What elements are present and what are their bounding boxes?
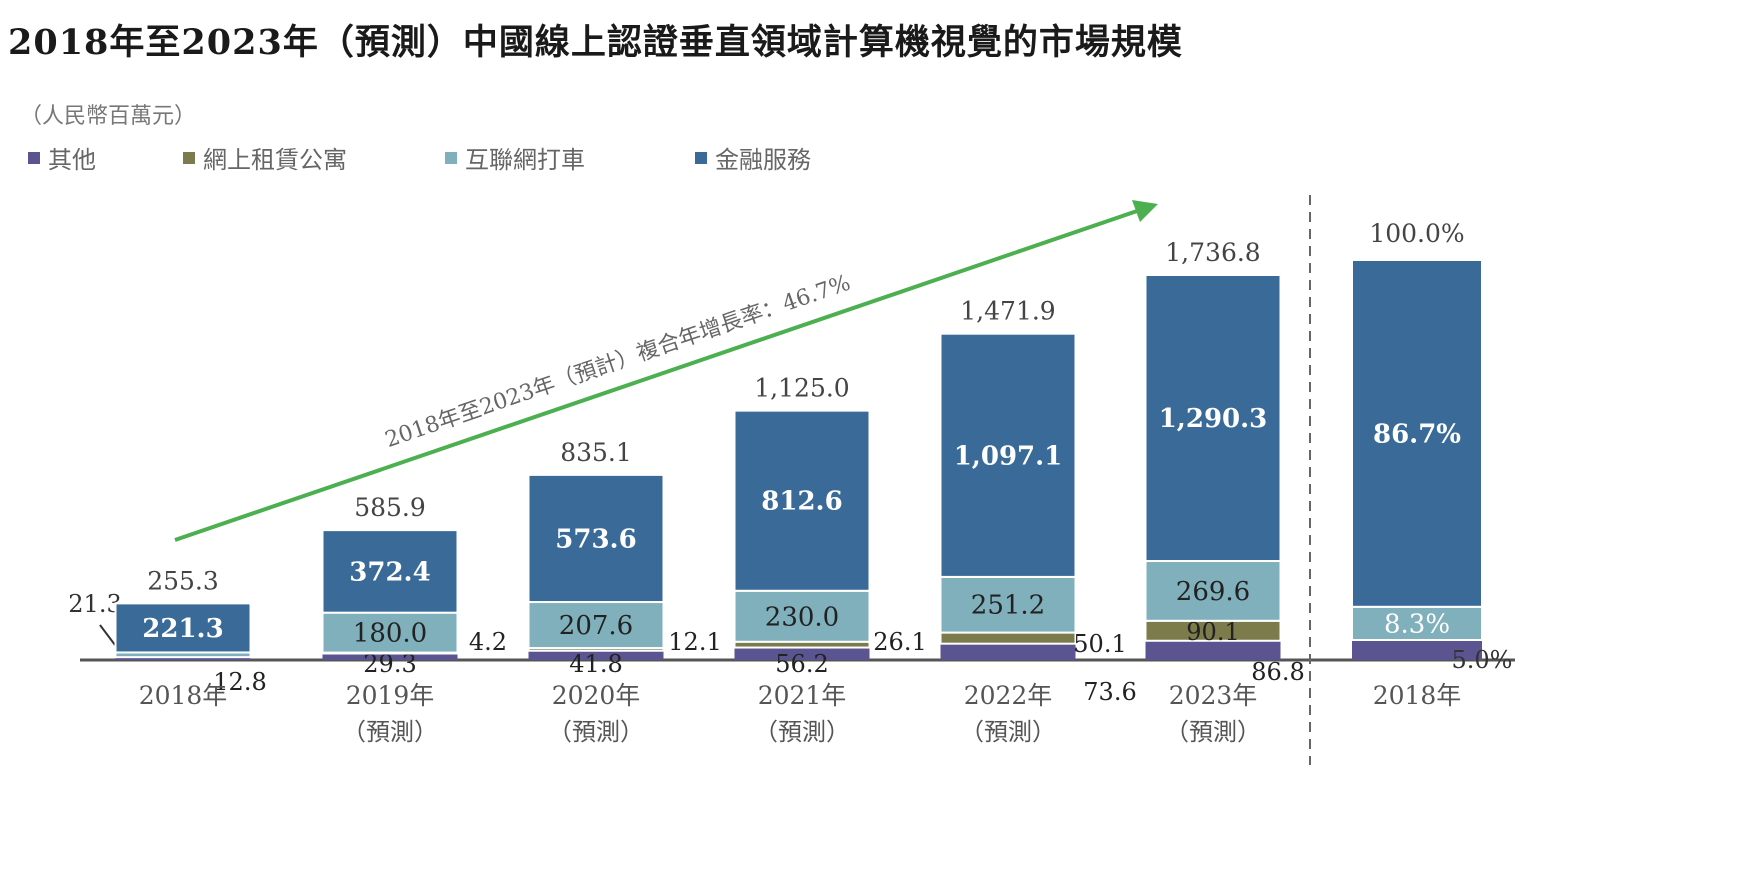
bar-segment-other <box>1145 640 1281 660</box>
x-tick-label: 2021年 <box>758 681 847 710</box>
data-label-finance: 1,290.3 <box>1159 404 1268 434</box>
x-tick-label: 2022年 <box>964 681 1053 710</box>
bar-segment-ride-hailing <box>1144 560 1282 622</box>
data-label-other: 12.8 <box>213 668 266 696</box>
bar-segment-finance <box>321 529 459 614</box>
data-label-finance: 372.4 <box>349 557 430 587</box>
bar-segment-other <box>734 647 870 660</box>
legend-item-ride-hailing: 互聯網打車 <box>445 140 695 175</box>
share-segment-finance <box>1351 259 1483 608</box>
bar-segment-finance <box>527 473 665 604</box>
x-tick-label: 2020年 <box>552 681 641 710</box>
data-label-finance: 812.6 <box>761 487 842 517</box>
data-label-rental: 12.1 <box>668 628 721 656</box>
share-label: 86.7% <box>1373 419 1461 449</box>
total-label: 585.9 <box>354 493 426 522</box>
chart-title: 2018年至2023年（預測）中國線上認證垂直領域計算機視覺的市場規模 <box>8 22 1183 63</box>
legend-item-finance: 金融服務 <box>695 140 811 175</box>
cagr-arrowhead <box>1132 200 1158 222</box>
bar-segment-other <box>322 653 458 660</box>
data-label-rental: 50.1 <box>1073 630 1126 658</box>
share-segment-other <box>1352 640 1482 660</box>
x-tick-label: 2019年 <box>346 681 435 710</box>
bar-segment-other <box>940 643 1076 660</box>
data-label-rental: 26.1 <box>873 628 926 656</box>
bar-segment-finance <box>733 409 871 592</box>
x-tick-note: （預測） <box>548 718 644 746</box>
total-label: 835.1 <box>560 438 632 467</box>
data-label-ride-hailing: 21.3 <box>68 590 121 618</box>
data-label-ride-hailing: 180.0 <box>353 619 427 649</box>
data-label-other: 29.3 <box>363 650 416 678</box>
legend-item-other: 其他 <box>28 140 183 175</box>
x-tick-label: 2023年 <box>1169 681 1258 710</box>
cagr-arrow <box>174 208 1141 542</box>
bar-segment-finance <box>939 332 1077 578</box>
x-tick-note: （預測） <box>754 718 850 746</box>
total-label: 255.3 <box>147 566 219 595</box>
legend-label: 互聯網打車 <box>465 146 585 174</box>
x-tick-label-share: 2018年 <box>1373 681 1462 710</box>
bar-segment-other <box>115 657 251 660</box>
x-tick-label: 2018年 <box>139 681 228 710</box>
legend-swatch <box>695 151 707 164</box>
share-label-other: 5.0% <box>1452 646 1513 674</box>
x-tick-note: （預測） <box>1165 718 1261 746</box>
legend-swatch <box>28 151 40 164</box>
total-label: 1,125.0 <box>754 374 849 403</box>
legend-swatch <box>445 151 457 164</box>
data-label-ride-hailing: 251.2 <box>971 591 1045 621</box>
legend-swatch <box>183 151 195 164</box>
data-label-other: 56.2 <box>775 650 828 678</box>
share-total-label: 100.0% <box>1369 219 1464 248</box>
unit-label: （人民幣百萬元） <box>20 104 197 129</box>
data-label-ride-hailing: 269.6 <box>1176 577 1250 607</box>
bar-segment-rental <box>939 631 1077 645</box>
data-label-rental: 90.1 <box>1186 618 1239 646</box>
data-label-other: 73.6 <box>1083 678 1136 706</box>
total-label: 1,471.9 <box>960 297 1055 326</box>
leader-line <box>99 624 116 646</box>
legend-item-rental: 網上租賃公寓 <box>183 140 445 175</box>
x-tick-note: （預測） <box>960 718 1056 746</box>
legend-label: 其他 <box>48 146 96 174</box>
legend-label: 網上租賃公寓 <box>203 146 347 174</box>
data-label-other: 41.8 <box>569 650 622 678</box>
data-label-finance: 221.3 <box>142 614 223 644</box>
bar-segment-ride-hailing <box>939 575 1077 634</box>
bar-segment-ride-hailing <box>733 589 871 643</box>
total-label: 1,736.8 <box>1165 238 1260 267</box>
bar-segment-other <box>528 650 664 660</box>
data-label-ride-hailing: 230.0 <box>765 602 839 632</box>
data-label-rental: 4.2 <box>469 628 507 656</box>
data-label-finance: 1,097.1 <box>954 441 1063 471</box>
legend: 其他 網上租賃公寓 互聯網打車 金融服務 <box>28 140 811 175</box>
bar-segment-finance <box>114 602 252 654</box>
share-segment-ride-hailing <box>1351 605 1483 641</box>
data-label-ride-hailing: 207.6 <box>559 611 633 641</box>
legend-label: 金融服務 <box>715 146 811 174</box>
x-tick-note: （預測） <box>342 718 438 746</box>
data-label-finance: 573.6 <box>555 524 636 554</box>
bar-segment-finance <box>1144 274 1282 563</box>
share-label: 8.3% <box>1384 609 1450 639</box>
data-label-other: 86.8 <box>1251 658 1304 686</box>
